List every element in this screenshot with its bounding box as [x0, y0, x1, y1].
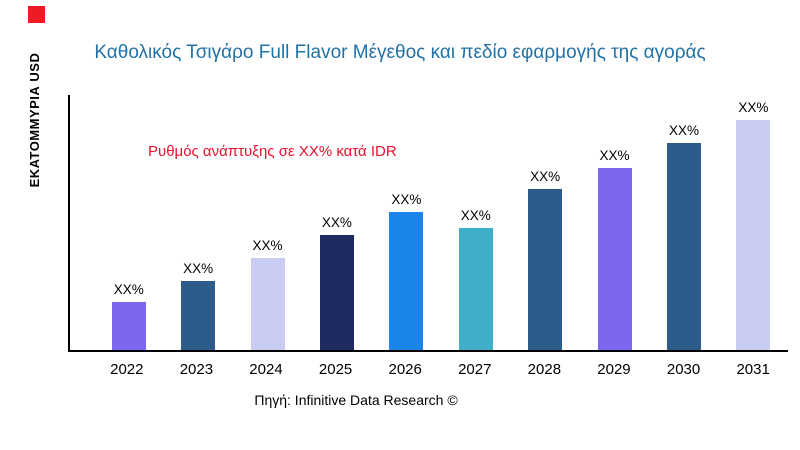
bar-value-label: XX% [321, 215, 352, 230]
bar-value-label: XX% [460, 208, 491, 223]
bar-group: XX% [441, 95, 510, 350]
bar-group: XX% [510, 95, 579, 350]
bar-value-label: XX% [113, 282, 144, 297]
bar [458, 228, 493, 350]
bar-group: XX% [719, 95, 788, 350]
source-attribution: Πηγή: Infinitive Data Research © [254, 392, 458, 408]
bar-value-label: XX% [530, 169, 561, 184]
bar [319, 235, 354, 350]
bar-group: XX% [580, 95, 649, 350]
x-axis-label: 2026 [388, 361, 422, 378]
bar-group: XX% [372, 95, 441, 350]
growth-rate-annotation: Ρυθμός ανάπτυξης σε XX% κατά IDR [148, 143, 397, 160]
x-axis-label: 2030 [666, 361, 701, 378]
bar-group: XX% [649, 95, 718, 350]
x-axis-label: 2024 [249, 361, 283, 378]
x-axis-label: 2028 [527, 361, 562, 378]
bar-group: XX% [94, 95, 163, 350]
bar [736, 120, 771, 350]
bar-value-label: XX% [738, 100, 769, 115]
bar-group: XX% [233, 95, 302, 350]
y-axis-label: ΕΚΑΤΟΜΜΥΡΙΑ USD [27, 52, 42, 188]
red-square-marker [28, 6, 45, 23]
x-axis-label: 2029 [597, 361, 631, 378]
x-axis-label: 2025 [318, 361, 353, 378]
x-axis-label: 2027 [458, 361, 492, 378]
bar [111, 302, 146, 350]
bar-value-label: XX% [391, 192, 422, 207]
x-axis-label: 2022 [110, 361, 144, 378]
x-axis: 2022 2023 2024 2025 2026 2027 2028 2029 2030 2031 [68, 352, 788, 378]
bar-group: XX% [302, 95, 371, 350]
bar-value-label: XX% [599, 148, 630, 163]
bar-value-label: XX% [668, 123, 699, 138]
chart-title: Καθολικός Τσιγάρο Full Flavor Μέγεθος κα… [94, 42, 706, 63]
bar [666, 143, 701, 350]
bar-value-label: XX% [183, 261, 214, 276]
bar [597, 168, 632, 350]
bar [181, 281, 216, 350]
plot-area: XX% XX% XX% XX% XX% XX% XX% XX% XX% XX% [68, 95, 788, 352]
bar-value-label: XX% [252, 238, 283, 253]
bar [389, 212, 424, 350]
bar [250, 258, 285, 350]
x-axis-label: 2031 [736, 361, 770, 378]
bar-group: XX% [163, 95, 232, 350]
x-axis-label: 2023 [179, 361, 214, 378]
bar [528, 189, 563, 350]
